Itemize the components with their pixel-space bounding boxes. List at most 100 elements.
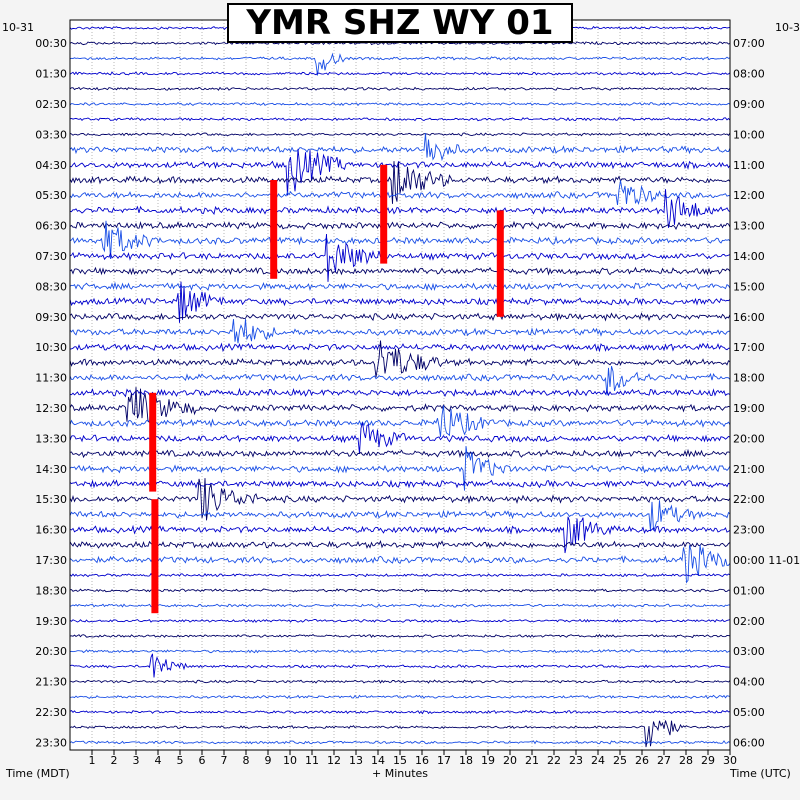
left-time-label: 01:30 (35, 68, 67, 81)
trace-row (69, 405, 731, 438)
trace-row (69, 679, 731, 684)
trace-row (69, 618, 731, 623)
left-time-label: 15:30 (35, 493, 67, 506)
x-tick-label: 13 (349, 754, 363, 767)
trace-row (69, 161, 731, 204)
x-tick-label: 19 (481, 754, 495, 767)
trace-row (69, 588, 731, 593)
left-time-label: 05:30 (35, 189, 67, 202)
trace-row (69, 694, 731, 700)
left-axis-label: Time (MDT) (6, 767, 70, 780)
trace-row (69, 478, 731, 521)
right-time-label: 18:00 (733, 372, 765, 385)
x-axis-ticks: 1 2 3 4 5 6 7 8 9 10 11 12 13 14 15 16 17 18 19 20 21 22 23 24 2… (89, 750, 737, 767)
x-tick-label: 21 (525, 754, 539, 767)
trace-row (69, 319, 731, 344)
trace-row (69, 340, 731, 378)
right-time-label: 11:00 (733, 159, 765, 172)
trace-row (69, 220, 731, 230)
trace-row (69, 740, 731, 745)
x-tick-label: 3 (133, 754, 140, 767)
clipped-segments (149, 164, 504, 614)
left-time-label: 18:30 (35, 584, 67, 597)
right-date-label: 10-3 (775, 21, 800, 34)
trace-row (69, 446, 731, 491)
trace-row (69, 281, 731, 323)
chart-title: YMR SHZ WY 01 (227, 3, 573, 43)
trace-row (69, 603, 730, 608)
right-time-labels: 07:00 08:00 09:00 10:00 11:00 12:00 13:00 14:00… (733, 37, 800, 749)
trace-row (69, 233, 731, 282)
right-axis-label: Time (UTC) (730, 767, 791, 780)
right-time-label: 12:00 (733, 189, 765, 202)
x-tick-label: 14 (371, 754, 385, 767)
trace-row (69, 500, 731, 532)
x-tick-label: 11 (305, 754, 319, 767)
plot-background (70, 20, 730, 750)
right-time-label: 17:00 (733, 341, 765, 354)
right-time-label: 23:00 (733, 524, 765, 537)
x-tick-label: 6 (199, 754, 206, 767)
trace-row (69, 709, 731, 715)
left-time-label: 13:30 (35, 432, 67, 445)
x-tick-label: 26 (635, 754, 649, 767)
x-tick-label: 8 (243, 754, 250, 767)
trace-row (69, 189, 731, 228)
right-time-label: 04:00 (733, 676, 765, 689)
right-time-label: 06:00 (733, 736, 765, 749)
left-time-label: 06:30 (35, 220, 67, 233)
right-time-label: 15:00 (733, 280, 765, 293)
right-time-label: 09:00 (733, 98, 765, 111)
trace-row (69, 720, 731, 748)
right-time-label: 14:00 (733, 250, 765, 263)
right-time-label: 16:00 (733, 311, 765, 324)
trace-row (69, 479, 731, 489)
left-time-label: 08:30 (35, 280, 67, 293)
seismic-traces (69, 25, 731, 748)
trace-row (69, 544, 731, 584)
x-tick-label: 16 (415, 754, 429, 767)
x-tick-label: 5 (177, 754, 184, 767)
trace-row (69, 633, 731, 639)
left-time-label: 21:30 (35, 676, 67, 689)
clipped-segment (151, 499, 159, 614)
x-tick-label: 12 (327, 754, 341, 767)
left-time-label: 23:30 (35, 736, 67, 749)
trace-row (69, 448, 731, 459)
trace-row (69, 422, 731, 454)
clipped-segment (496, 210, 504, 317)
right-time-label: 00:00 11-01 (733, 554, 800, 567)
trace-row (69, 86, 731, 91)
right-time-label: 02:00 (733, 615, 765, 628)
trace-row (69, 220, 731, 260)
left-time-labels: 00:30 01:30 02:30 03:30 04:30 05:30 06:30 07:30… (35, 37, 67, 749)
right-time-label: 01:00 (733, 584, 765, 597)
left-time-label: 10:30 (35, 341, 67, 354)
trace-row (69, 516, 731, 554)
left-time-label: 22:30 (35, 706, 67, 719)
x-tick-label: 25 (613, 754, 627, 767)
left-time-label: 14:30 (35, 463, 67, 476)
x-tick-label: 2 (111, 754, 118, 767)
x-tick-label: 15 (393, 754, 407, 767)
x-tick-label: 9 (265, 754, 272, 767)
x-tick-label: 24 (591, 754, 605, 767)
trace-row (69, 132, 731, 162)
trace-row (69, 572, 731, 578)
trace-row (69, 52, 731, 76)
x-tick-label: 7 (221, 754, 228, 767)
left-time-label: 11:30 (35, 372, 67, 385)
trace-row (69, 101, 731, 107)
trace-row (69, 653, 731, 678)
right-time-label: 07:00 (733, 37, 765, 50)
trace-row (69, 540, 731, 549)
x-tick-label: 28 (679, 754, 693, 767)
left-time-label: 02:30 (35, 98, 67, 111)
right-time-label: 21:00 (733, 463, 765, 476)
x-tick-label: 22 (547, 754, 561, 767)
x-tick-label: 23 (569, 754, 583, 767)
clipped-segment (380, 164, 388, 264)
left-time-label: 03:30 (35, 128, 67, 141)
trace-row (69, 342, 731, 353)
